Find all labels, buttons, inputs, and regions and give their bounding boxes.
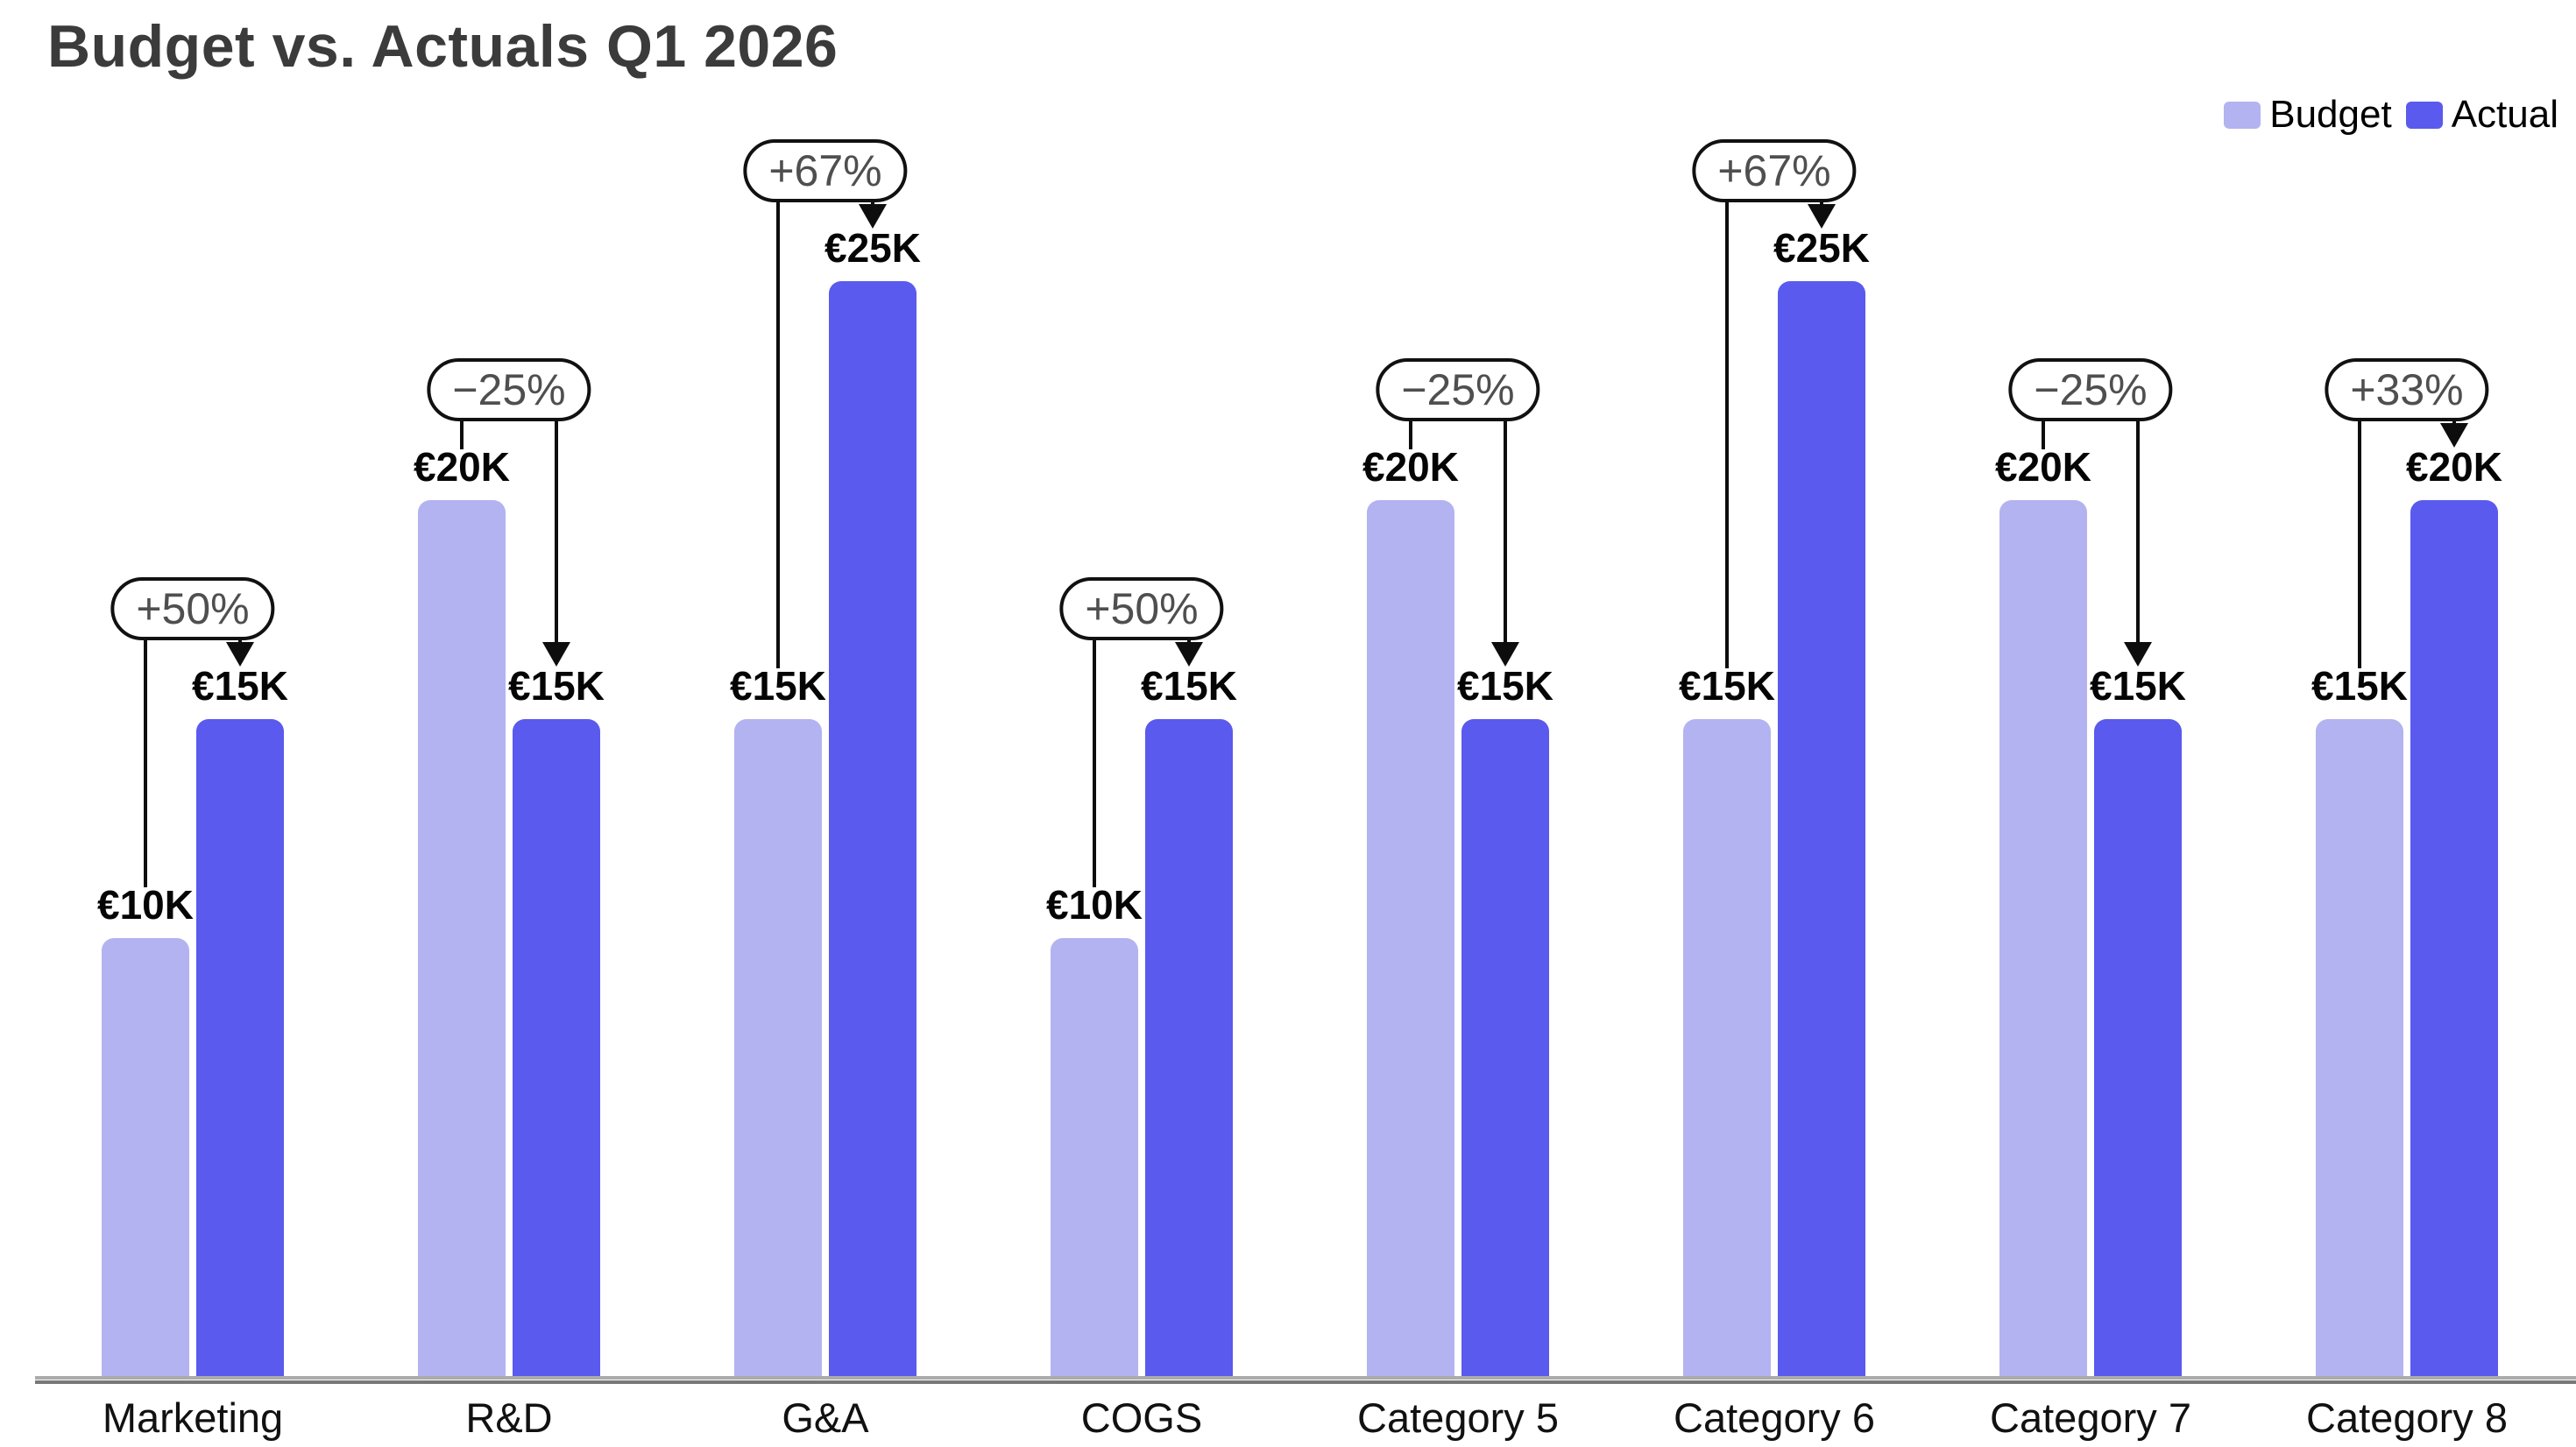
bar-actual-category-8 [2410, 500, 2498, 1376]
percent-change-pill-cogs: +50% [1059, 577, 1224, 640]
bar-budget-category-8 [2316, 719, 2403, 1376]
percent-change-pill-marketing: +50% [110, 577, 275, 640]
bar-actual-category-7 [2094, 719, 2182, 1376]
value-label-actual-category-7: €15K [2090, 663, 2186, 709]
legend-item-budget: Budget [2224, 93, 2392, 137]
legend-item-actual: Actual [2405, 93, 2558, 137]
legend-label-budget: Budget [2269, 93, 2392, 136]
category-label-category-7: Category 7 [1990, 1394, 2191, 1441]
category-label-marketing: Marketing [102, 1394, 284, 1441]
value-label-actual-cogs: €15K [1141, 663, 1237, 709]
arrowhead-icon-category-8 [2440, 423, 2468, 448]
value-label-actual-category-5: €15K [1457, 663, 1553, 709]
bar-budget-category-7 [1999, 500, 2087, 1376]
value-label-budget-cogs: €10K [1046, 882, 1143, 928]
category-label-category-6: Category 6 [1674, 1394, 1875, 1441]
value-label-budget-r-d: €20K [414, 444, 510, 490]
arrowhead-icon-category-5 [1491, 642, 1519, 667]
bar-budget-g-a [734, 719, 822, 1376]
legend: Budget Actual [2224, 93, 2558, 137]
bar-actual-marketing [196, 719, 284, 1376]
bar-budget-cogs [1051, 938, 1138, 1376]
value-label-actual-r-d: €15K [508, 663, 605, 709]
value-label-actual-g-a: €25K [824, 225, 921, 271]
arrowhead-icon-category-6 [1808, 204, 1836, 229]
value-label-budget-category-7: €20K [1995, 444, 2091, 490]
chart-title: Budget vs. Actuals Q1 2026 [47, 13, 839, 80]
category-label-cogs: COGS [1080, 1394, 1203, 1441]
value-label-budget-category-6: €15K [1679, 663, 1775, 709]
arrowhead-icon-marketing [226, 642, 254, 667]
bar-budget-category-6 [1683, 719, 1771, 1376]
bar-budget-r-d [418, 500, 506, 1376]
arrowhead-icon-g-a [859, 204, 887, 229]
value-label-budget-category-8: €15K [2311, 663, 2408, 709]
bar-budget-marketing [102, 938, 189, 1376]
bar-actual-g-a [829, 281, 916, 1376]
bar-budget-category-5 [1367, 500, 1454, 1376]
value-label-actual-category-8: €20K [2406, 444, 2502, 490]
value-label-actual-marketing: €15K [192, 663, 288, 709]
category-label-r-d: R&D [465, 1394, 553, 1441]
bar-actual-category-6 [1778, 281, 1865, 1376]
arrowhead-icon-category-7 [2124, 642, 2152, 667]
value-label-budget-g-a: €15K [730, 663, 826, 709]
percent-change-pill-category-7: −25% [2008, 358, 2173, 421]
legend-label-actual: Actual [2451, 93, 2558, 136]
percent-change-pill-category-8: +33% [2325, 358, 2489, 421]
legend-swatch-actual-icon [2405, 101, 2443, 129]
category-label-category-8: Category 8 [2306, 1394, 2508, 1441]
bar-actual-r-d [513, 719, 600, 1376]
value-label-budget-marketing: €10K [97, 882, 194, 928]
percent-change-pill-category-6: +67% [1692, 139, 1857, 202]
category-label-g-a: G&A [782, 1394, 869, 1441]
category-label-category-5: Category 5 [1357, 1394, 1559, 1441]
percent-change-pill-r-d: −25% [427, 358, 591, 421]
value-label-budget-category-5: €20K [1362, 444, 1459, 490]
value-label-actual-category-6: €25K [1773, 225, 1870, 271]
bar-actual-category-5 [1461, 719, 1549, 1376]
arrowhead-icon-r-d [542, 642, 570, 667]
arrowhead-icon-cogs [1175, 642, 1203, 667]
legend-swatch-budget-icon [2224, 101, 2261, 129]
percent-change-pill-category-5: −25% [1376, 358, 1540, 421]
bar-actual-cogs [1145, 719, 1233, 1376]
x-axis-line [35, 1376, 2576, 1384]
percent-change-pill-g-a: +67% [743, 139, 908, 202]
